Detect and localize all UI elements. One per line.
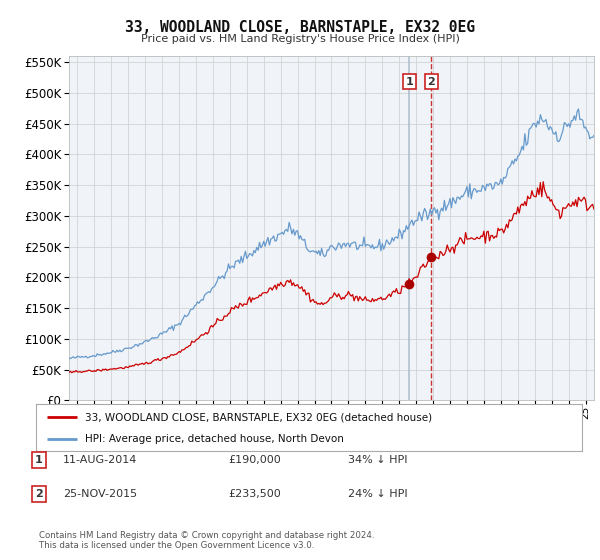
- Text: 1: 1: [406, 77, 413, 87]
- Text: £190,000: £190,000: [228, 455, 281, 465]
- Text: 34% ↓ HPI: 34% ↓ HPI: [348, 455, 407, 465]
- Text: £233,500: £233,500: [228, 489, 281, 499]
- Text: 2: 2: [428, 77, 435, 87]
- Text: 25-NOV-2015: 25-NOV-2015: [63, 489, 137, 499]
- Text: 33, WOODLAND CLOSE, BARNSTAPLE, EX32 0EG: 33, WOODLAND CLOSE, BARNSTAPLE, EX32 0EG: [125, 20, 475, 35]
- Text: 33, WOODLAND CLOSE, BARNSTAPLE, EX32 0EG (detached house): 33, WOODLAND CLOSE, BARNSTAPLE, EX32 0EG…: [85, 412, 432, 422]
- Text: 2: 2: [35, 489, 43, 499]
- Text: Contains HM Land Registry data © Crown copyright and database right 2024.
This d: Contains HM Land Registry data © Crown c…: [39, 531, 374, 550]
- Text: 24% ↓ HPI: 24% ↓ HPI: [348, 489, 407, 499]
- Text: 1: 1: [35, 455, 43, 465]
- Text: 11-AUG-2014: 11-AUG-2014: [63, 455, 137, 465]
- Text: HPI: Average price, detached house, North Devon: HPI: Average price, detached house, Nort…: [85, 434, 344, 444]
- Text: Price paid vs. HM Land Registry's House Price Index (HPI): Price paid vs. HM Land Registry's House …: [140, 34, 460, 44]
